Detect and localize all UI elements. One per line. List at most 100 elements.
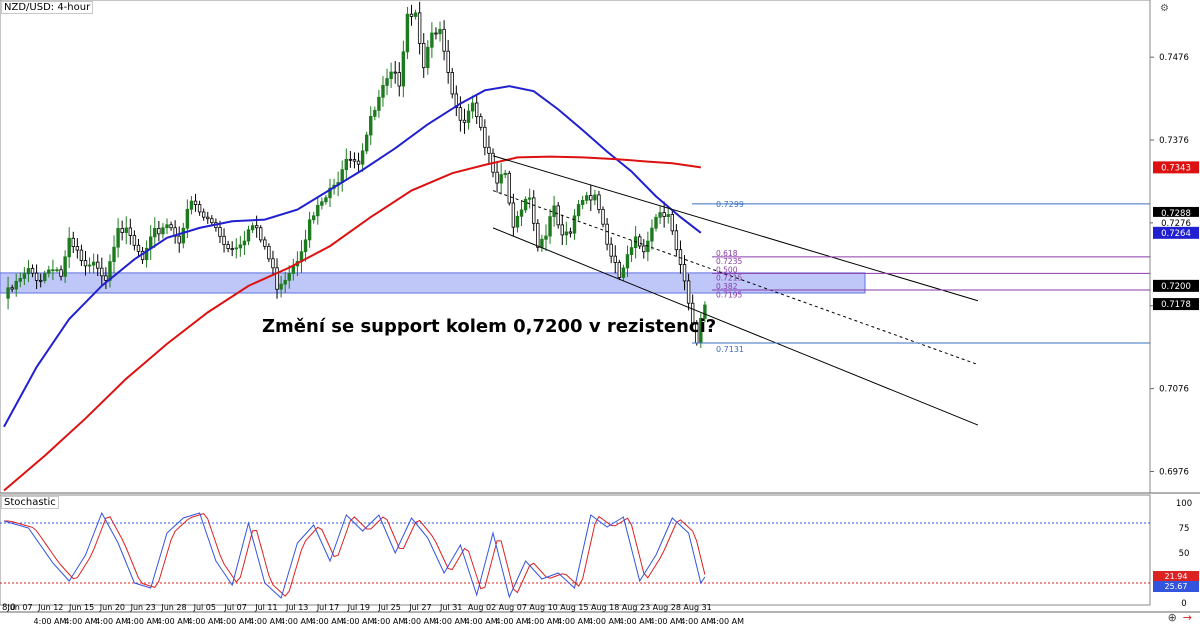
- x-tick-label: Jul 05: [193, 603, 216, 612]
- stochastic-y-tick: 0: [1181, 599, 1186, 609]
- candle-body: [564, 231, 569, 236]
- candle-body: [474, 102, 479, 118]
- price-tag: [1153, 226, 1199, 239]
- stochastic-k-line: [3, 511, 706, 599]
- candle-body: [10, 287, 14, 290]
- chart-corner-icons: ⊕ →: [1162, 611, 1192, 624]
- price-tag: [1153, 161, 1199, 174]
- price-tag: [1153, 216, 1199, 229]
- candle-body: [63, 256, 67, 277]
- candle-body: [678, 249, 683, 265]
- candle-body: [417, 12, 422, 44]
- x-sub-label: 4:00 AM: [311, 617, 344, 626]
- candle-body: [360, 150, 365, 165]
- candle-body: [503, 172, 507, 175]
- moving-average-line: [3, 155, 701, 492]
- x-tick-label: Jul 13: [285, 603, 308, 612]
- x-tick-label: Aug 28: [653, 603, 681, 612]
- x-sub-label: 4:00 AM: [188, 617, 221, 626]
- candle-body: [153, 227, 157, 238]
- fib-level-label: 0.7215: [716, 274, 742, 283]
- candle-body: [540, 238, 544, 248]
- candle-body: [483, 126, 487, 148]
- candle-body: [47, 269, 51, 274]
- candle-body: [30, 268, 35, 274]
- candle-body: [532, 197, 536, 224]
- x-sub-label: 4:00 AM: [34, 617, 67, 626]
- candle-body: [55, 269, 59, 272]
- stochastic-label[interactable]: Stochastic: [1, 496, 59, 509]
- stochastic-tag-d: [1153, 581, 1199, 592]
- candle-body: [242, 240, 247, 246]
- candle-body: [515, 215, 520, 228]
- price-tag-label: 0.7178: [1161, 300, 1191, 310]
- stochastic-tag-k: [1153, 571, 1199, 582]
- candle-body: [413, 12, 418, 17]
- x-tick-label: Jun 28: [160, 603, 186, 612]
- candle-body: [352, 159, 357, 162]
- candle-body: [218, 227, 222, 237]
- candle-body: [544, 235, 548, 240]
- x-sub-label: 4:00 AM: [157, 617, 190, 626]
- candle-body: [169, 224, 173, 229]
- x-sub-label: 4:00 AM: [526, 617, 559, 626]
- candle-body: [519, 209, 524, 217]
- settings-icon[interactable]: ⚙: [1160, 3, 1169, 14]
- channel-middle-line: [492, 190, 979, 366]
- candle-body: [409, 13, 414, 17]
- candle-body: [458, 107, 463, 121]
- candle-body: [79, 249, 84, 261]
- candle-body: [364, 134, 369, 152]
- x-tick-label: Jul 17: [316, 603, 339, 612]
- candle-body: [181, 227, 185, 244]
- fib-level-label: 0.500: [716, 265, 738, 274]
- price-tag: [1153, 279, 1199, 292]
- candle-body: [18, 278, 22, 282]
- stochastic-tag-d-label: 25.67: [1165, 582, 1188, 591]
- candle-body: [303, 239, 308, 253]
- candle-body: [662, 212, 666, 217]
- candle-body: [654, 216, 658, 229]
- candle-body: [609, 243, 613, 257]
- candle-body: [177, 235, 181, 244]
- candle-body: [377, 96, 381, 111]
- candle-body: [279, 283, 283, 290]
- x-sub-label: 4:00 AM: [465, 617, 498, 626]
- candle-body: [585, 195, 589, 201]
- candle-body: [369, 115, 373, 136]
- candle-body: [324, 197, 328, 203]
- candle-body: [446, 50, 450, 73]
- chart-annotation: Změní se support kolem 0,7200 v rezisten…: [262, 316, 717, 337]
- candle-body: [523, 198, 528, 211]
- candle-body: [401, 51, 406, 87]
- fib-level-label: 0.382: [716, 282, 738, 291]
- link-icon[interactable]: ⊕: [1167, 611, 1177, 624]
- x-sub-label: 4:00 AM: [64, 617, 97, 626]
- candle-body: [462, 119, 467, 123]
- x-tick-label: Jul 19: [347, 603, 370, 612]
- symbol-label[interactable]: NZD/USD: 4-hour: [1, 1, 94, 14]
- price-tag: [1153, 206, 1199, 219]
- candle-body: [670, 214, 674, 232]
- moving-average-line: [3, 85, 702, 428]
- x-sub-label: 4:00 AM: [280, 617, 313, 626]
- fib-level-label: 0.618: [716, 249, 738, 258]
- candle-body: [426, 46, 430, 69]
- candle-body: [580, 199, 585, 205]
- candle-body: [613, 255, 617, 263]
- candle-body: [454, 93, 459, 109]
- candle-body: [511, 202, 516, 228]
- x-sub-label: 4:00 AM: [680, 617, 713, 626]
- candle-body: [83, 260, 88, 267]
- candle-body: [246, 229, 251, 242]
- candle-body: [197, 204, 202, 213]
- channel-upper-line: [492, 155, 979, 302]
- price-pane-frame: [0, 0, 1151, 494]
- candle-body: [621, 267, 626, 278]
- candle-body: [674, 230, 679, 251]
- candle-body: [703, 304, 707, 319]
- candle-body: [479, 116, 483, 128]
- share-icon[interactable]: →: [1182, 611, 1192, 624]
- candle-body: [51, 269, 55, 272]
